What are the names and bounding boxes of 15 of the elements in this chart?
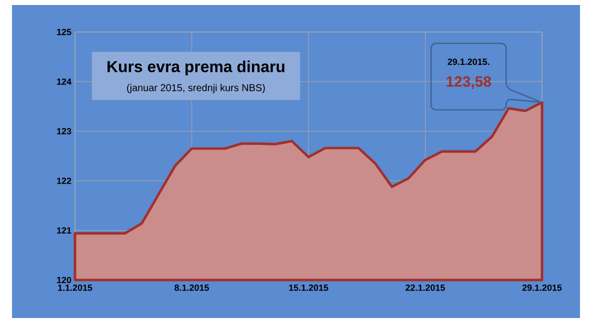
annotation: 123,58 xyxy=(446,76,491,89)
y-tick-label: 121 xyxy=(57,227,72,234)
x-tick-label: 15.1.2015 xyxy=(289,284,328,291)
annotation: 29.1.2015. xyxy=(448,58,490,65)
x-tick-label: 29.1.2015 xyxy=(522,284,562,291)
text: Kurs evra prema dinaru xyxy=(108,60,284,76)
y-tick-label: 122 xyxy=(57,178,72,184)
x-tick-label: 8.1.2015 xyxy=(174,284,209,291)
y-tick-label: 124 xyxy=(57,78,72,85)
text: (januar 2015, srednji kurs NBS) xyxy=(127,84,265,94)
y-tick-label: 120 xyxy=(57,276,72,284)
y-tick-label: 123 xyxy=(57,128,72,134)
x-tick-label: 22.1.2015 xyxy=(406,284,445,291)
x-tick-label: 1.1.2015 xyxy=(58,284,92,291)
y-tick-label: 125 xyxy=(57,28,72,36)
